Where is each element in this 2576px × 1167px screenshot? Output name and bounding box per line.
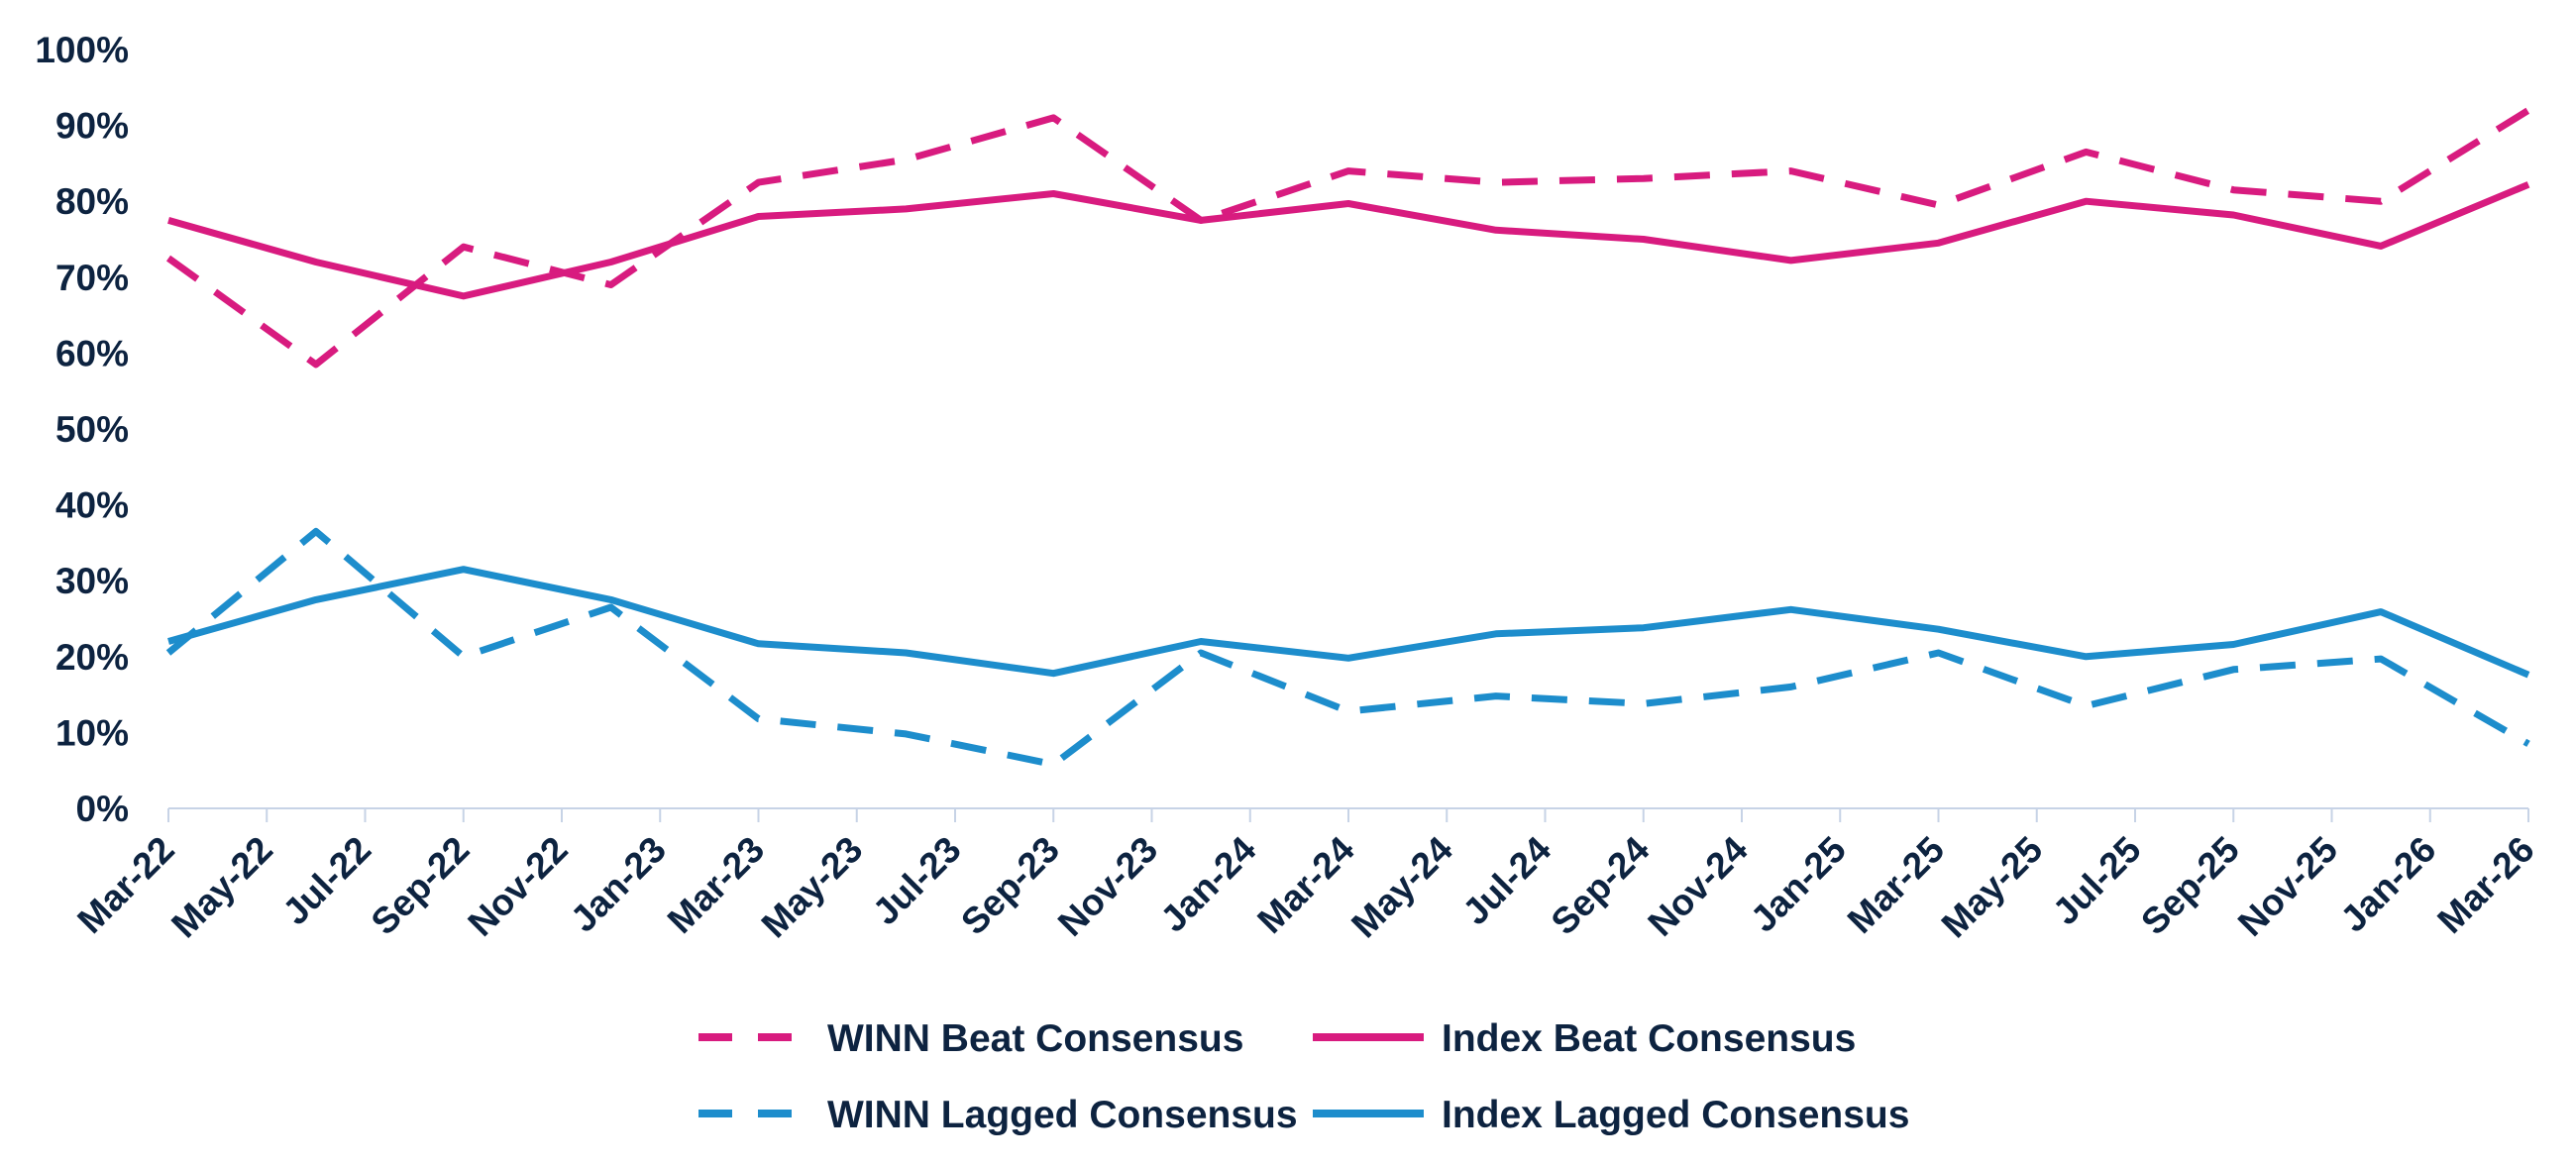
y-tick-label: 90% xyxy=(55,106,129,147)
legend-item: WINN Lagged Consensus xyxy=(698,1094,1298,1136)
y-tick-label: 70% xyxy=(55,258,129,298)
series-lines xyxy=(165,107,2530,769)
x-tick-label: Jan-24 xyxy=(1153,828,1264,939)
x-tick-label: Sep-24 xyxy=(1544,828,1658,942)
legend: WINN Beat Consensus Index Beat Consensus W… xyxy=(698,1017,1909,1136)
x-tick-label: Nov-24 xyxy=(1640,828,1756,944)
x-tick-label: Mar-24 xyxy=(1249,828,1362,941)
y-tick-label: 0% xyxy=(76,789,129,829)
x-tick-label: Jul-23 xyxy=(865,829,969,933)
x-tick-label: Jul-24 xyxy=(1455,828,1559,932)
y-tick-label: 80% xyxy=(55,181,129,222)
legend-item: WINN Beat Consensus xyxy=(698,1017,1243,1060)
x-tick-label: Mar-22 xyxy=(69,829,181,941)
series-line xyxy=(167,181,2530,300)
x-tick-label: Mar-23 xyxy=(660,829,772,941)
x-tick-label: Sep-25 xyxy=(2133,829,2247,943)
x-tick-label: Mar-25 xyxy=(1840,829,1952,941)
x-tick-label: Nov-22 xyxy=(460,829,575,944)
x-axis-tick-marks xyxy=(167,808,2529,822)
x-tick-label: May-25 xyxy=(1934,829,2051,946)
x-tick-label: Jul-25 xyxy=(2045,829,2149,933)
x-tick-label: Jan-25 xyxy=(1743,829,1854,940)
legend-label: Index Beat Consensus xyxy=(1442,1017,1856,1060)
y-tick-label: 50% xyxy=(55,409,129,450)
series-line xyxy=(167,566,2530,679)
legend-item: Index Lagged Consensus xyxy=(1313,1094,1909,1136)
x-tick-label: Mar-26 xyxy=(2429,829,2541,941)
legend-label: WINN Beat Consensus xyxy=(827,1017,1243,1060)
x-tick-label: Sep-22 xyxy=(364,829,478,943)
x-tick-label: Nov-23 xyxy=(1050,829,1165,944)
legend-label: WINN Lagged Consensus xyxy=(827,1094,1298,1136)
legend-label: Index Lagged Consensus xyxy=(1442,1094,1909,1136)
x-tick-label: Jan-23 xyxy=(563,829,674,940)
x-tick-label: May-23 xyxy=(754,829,871,946)
x-tick-label: Jan-26 xyxy=(2333,829,2444,940)
x-tick-label: May-22 xyxy=(163,829,280,946)
legend-item: Index Beat Consensus xyxy=(1313,1017,1856,1060)
y-tick-label: 20% xyxy=(55,637,129,678)
series-line xyxy=(165,527,2530,769)
y-axis-ticks: 0% 10% 20% 30% 40% 50% 60% 70% 80% 90% 100% xyxy=(35,30,129,829)
series-line xyxy=(165,107,2530,369)
y-tick-label: 30% xyxy=(55,561,129,601)
y-tick-label: 40% xyxy=(55,485,129,526)
x-tick-label: May-24 xyxy=(1343,828,1460,945)
x-axis-ticks: Mar-22May-22Jul-22Sep-22Nov-22Jan-23Mar-… xyxy=(69,828,2541,945)
y-tick-label: 10% xyxy=(55,712,129,753)
y-tick-label: 60% xyxy=(55,333,129,373)
y-tick-label: 100% xyxy=(35,30,129,70)
x-tick-label: Jul-22 xyxy=(275,829,379,933)
x-tick-label: Nov-25 xyxy=(2230,829,2345,944)
x-tick-label: Sep-23 xyxy=(953,829,1067,943)
